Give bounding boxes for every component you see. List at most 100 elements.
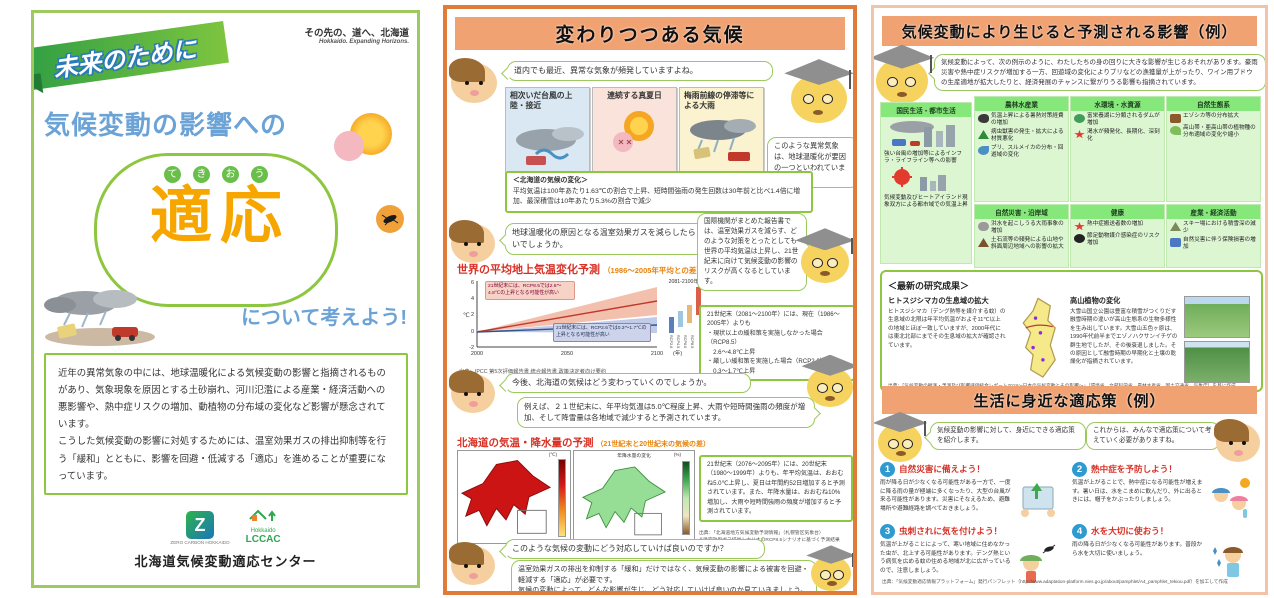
- research-topic-title: ヒトスジシマカの生息域の拡大: [888, 296, 989, 305]
- boy-character: [449, 57, 497, 103]
- hokkaido-climate-change-box: ＜北海道の気候の変化＞ 平均気温は100年あたり1.63℃の割合で上昇、短時間強…: [505, 171, 813, 213]
- impact-cell-agriculture: 農林水産業 気温上昇による暑熱対策経費の増加 病虫獣害の発生・拡大による材質悪化…: [974, 96, 1069, 202]
- future-banner: 未来のために: [34, 20, 229, 92]
- projection-line: 21世紀末（2081～2100年）には、現在（1986～2005年）よりも: [707, 311, 840, 328]
- maps-title-text: 北海道の気温・降水量の予測: [457, 437, 594, 449]
- impacts-intro-bubble: 気候変動によって、次の例示のように、わたしたちの身の回りに大きな影響が生じるおそ…: [934, 54, 1265, 92]
- center-org-name: 北海道気候変動適応センター: [134, 554, 317, 569]
- rcp60-bar: [687, 305, 692, 323]
- lccac-logo: Hokkaido LCCAC: [246, 507, 281, 545]
- impact-cell-title: 自然生態系: [1167, 97, 1260, 111]
- action-text: 気温が上がることによって、寒い地域に住めなかった虫が、北上する可能性があります。…: [880, 542, 1011, 574]
- landslide-icon: [978, 237, 989, 247]
- midsummer-card-title: 連続する真夏日: [607, 91, 662, 100]
- zero-carbon-mark: Z: [186, 511, 214, 539]
- end-of-century-label: 2081-2100年平均: [669, 277, 709, 285]
- precip-map-unit: (%): [673, 452, 681, 457]
- heatstroke-face-icon: [334, 131, 364, 161]
- research-topic-mosquito: ヒトスジシマカの生息域の拡大 ヒトスジシマカ（デング熱等を媒介する蚊）の生息域の…: [888, 296, 1006, 383]
- chart-title-text: 世界の平均地上気温変化予測: [457, 264, 600, 276]
- keyword-oval: て き お う 適応: [94, 153, 338, 307]
- rcp-label: RCP6.0: [683, 335, 687, 349]
- professor-character: [806, 545, 853, 591]
- forest-tree-icon: [978, 129, 989, 139]
- cover-title-top: 気候変動の影響への: [44, 110, 288, 140]
- alpine-photo-recent: [1184, 341, 1250, 383]
- city-infrastructure-icon: [890, 121, 955, 147]
- typhoon-card-title: 相次いだ台風の上陸・接近: [510, 91, 573, 111]
- typhoon-illustration: [516, 127, 584, 166]
- midsummer-illustration: [613, 111, 654, 153]
- rcp26-annotation: 21世紀末には、RCP2.6では0.3～1.7℃の上昇となる可能性が高い: [553, 323, 651, 343]
- midsummer-card: 連続する真夏日: [592, 87, 677, 187]
- professor-speech-bubble: 例えば、２１世紀末に、年平均気温は5.0℃程度上昇、大雨や短時間強雨の頻度が増加…: [517, 397, 815, 428]
- impact-cell-urban-life: 国民生活・都市生活 強い台風の増加等によるインフラ・ライフライン等への影響 気候…: [880, 102, 972, 264]
- rcp85-bar: [696, 287, 701, 315]
- action-title: 自然災害に備えよう！: [899, 464, 985, 474]
- rcp85-annotation: 21世紀末には、RCP8.5では2.6～4.8℃の上昇となる可能性が高い: [485, 281, 575, 301]
- action-title: 水を大切に使おう！: [1091, 526, 1169, 536]
- impact-item: 自然災害に伴う保険損害の増加: [1183, 236, 1256, 250]
- lccac-region: Hokkaido: [250, 528, 276, 534]
- impact-item: 熱中症搬送者数の増加: [1087, 221, 1143, 227]
- livestock-icon: [978, 114, 989, 123]
- heavy-rain-illustration: [690, 119, 756, 162]
- furigana-circle: き: [193, 166, 210, 183]
- maps-source-line1: 出典：「北海道地方気候変動予測情報」（札幌管区気象台）: [699, 531, 824, 536]
- impact-cell-disaster: 自然災害・沿岸域 洪水を起こしうる大雨事象の増加 土石流等の頻発による山地や斜面…: [974, 204, 1069, 268]
- impact-item: スキー場における積雪深の減少: [1183, 221, 1256, 234]
- professor-character: [874, 44, 935, 104]
- professor-speech-bubble: 気候変動の影響に対して、身近にできる適応策を紹介します。: [930, 422, 1086, 450]
- rain-cloud-icon: [978, 222, 989, 231]
- action-text: 雨の降る日が少なくなる可能性があります。普段から水を大切に使いましょう。: [1072, 542, 1203, 557]
- flood-damage-icon: [1170, 237, 1181, 247]
- projection-line: 2.6～4.8℃上昇: [707, 348, 756, 356]
- precip-colorbar: [682, 461, 690, 535]
- precipitation-map: 年降水量の変化 (%): [573, 450, 695, 544]
- zero-carbon-logo: Z ZERO CARBON HOKKAIDO: [170, 511, 230, 545]
- action-number-badge: 3: [880, 524, 895, 539]
- impact-cell-health: 健康 熱中症搬送者数の増加 節足動物媒介感染症のリスク増加: [1070, 204, 1165, 268]
- impact-item: 高山帯・亜高山帯の植物種の分布適域の変化や縮小: [1183, 125, 1256, 138]
- rcp-label: RCP4.5: [676, 335, 680, 349]
- action-water: 4 水を大切に使おう！ 雨の降る日が少なくなる可能性があります。普段から水を大切…: [1072, 524, 1258, 583]
- professor-character: [795, 228, 853, 283]
- impacts-header: 気候変動により生じると予測される影響（例）: [882, 16, 1257, 46]
- research-topic-text: 大雪山国立公園は豊富な積雪がつくりだす融雪時期の違いが高山生態系の生物多様性を生…: [1070, 309, 1178, 366]
- maps-source: 出典：「北海道地方気候変動予測情報」（札幌管区気象台） ※温室効果ガス排出シナリ…: [699, 530, 849, 544]
- ytick: -2: [469, 345, 474, 351]
- projection-line: ・現状以上の緩和策を実施しなかった場合（RCP8.5）: [707, 329, 823, 347]
- slogan-jp: その先の、道へ、北海道: [304, 28, 409, 39]
- mosquito-icon: [376, 205, 404, 233]
- y-axis-label: ℃: [463, 312, 470, 319]
- impact-cell-title: 水環境・水資源: [1071, 97, 1164, 111]
- action-text: 気温が上がることで、熱中症になる可能性が増えます。暑い日は、水をこまめに飲んだり…: [1072, 480, 1203, 504]
- impact-item: 気温上昇による暑熱対策経費の増加: [991, 113, 1064, 126]
- ytick: 0: [471, 329, 474, 335]
- impacts-panel: 気候変動により生じると予測される影響（例） 気候変動によって、次の例示のように、…: [871, 5, 1268, 595]
- boy-speech-bubble: 道内でも最近、異常な気象が頻発していますよね。: [507, 61, 773, 81]
- mosquito-bite-illustration: [1020, 544, 1056, 583]
- professor-character: [801, 354, 853, 407]
- save-water-illustration: [1213, 547, 1243, 577]
- temp-map-unit: (℃): [548, 452, 557, 457]
- rcp-label: RCP2.6: [669, 335, 673, 349]
- impact-item: 病虫獣害の発生・拡大による材質悪化: [991, 128, 1064, 142]
- projection-line: 0.3～1.7℃上昇: [707, 367, 756, 375]
- impact-item: 渇水が頻発化、長期化、深刻化: [1087, 128, 1160, 142]
- boy-character: [1214, 418, 1260, 462]
- temperature-map: (℃): [457, 450, 571, 544]
- world-temp-chart: 6 4 2 0 -2 ℃ 2000 2050 2100 (年) 2081-210…: [457, 275, 713, 369]
- impact-item: 強い台風の増加等によるインフラ・ライフライン等への影響: [884, 151, 962, 164]
- changing-climate-header: 変わりつつある気候: [455, 17, 845, 50]
- lccac-name: LCCAC: [245, 534, 281, 545]
- action-disaster: 1 自然災害に備えよう！ 雨が降る日が少なくなる可能性がある一方で、一度に降る雨…: [880, 462, 1064, 521]
- professor-bubble-line2: 気候の変動によって、どんな影響が生じ、どう対応していけば良いのか見ていきましょう…: [518, 586, 808, 595]
- action-number-badge: 2: [1072, 462, 1087, 477]
- impact-item: 土石流等の頻発による山地や斜面周辺地域への影響の拡大: [991, 236, 1064, 250]
- actions-header: 生活に身近な適応策（例）: [882, 386, 1257, 414]
- fish-icon: [978, 145, 989, 155]
- research-topic-title: 高山植物の変化: [1070, 296, 1121, 305]
- climate-change-box-text: 平均気温は100年あたり1.63℃の割合で上昇、短時間強雨の発生回数は30年前と…: [513, 187, 801, 206]
- impact-cell-water: 水環境・水資源 富栄養湖に分類されるダムが増加 渇水が頻発化、長期化、深刻化: [1070, 96, 1165, 202]
